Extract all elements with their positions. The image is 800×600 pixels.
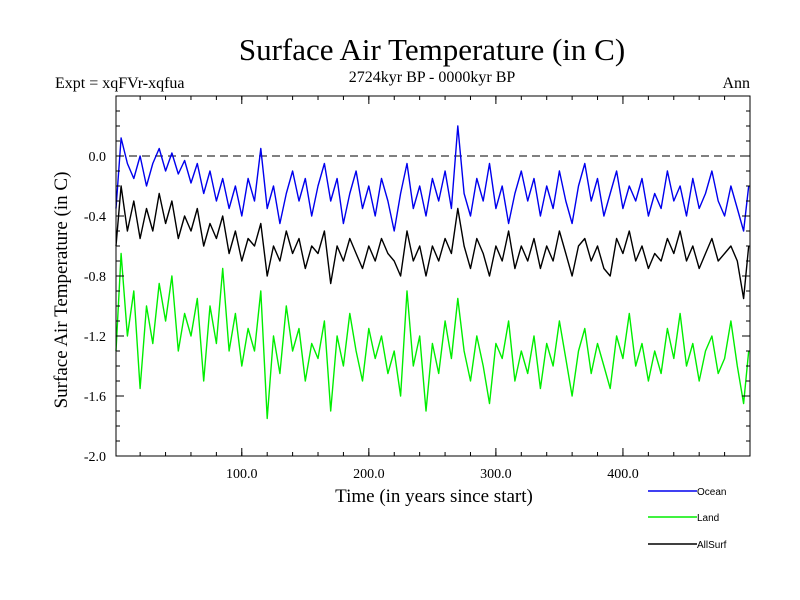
chart-title: Surface Air Temperature (in C) <box>239 32 625 67</box>
y-tick-label: -2.0 <box>84 450 106 465</box>
legend-label-land: Land <box>697 513 719 524</box>
legend-label-allsurf: AllSurf <box>697 540 727 551</box>
legend-label-ocean: Ocean <box>697 487 726 498</box>
legend: Ocean Land AllSurf <box>648 487 727 551</box>
chart-subtitle: 2724kyr BP - 0000kyr BP <box>349 69 516 86</box>
y-tick-label: -0.8 <box>84 270 106 285</box>
x-tick-label: 400.0 <box>607 467 639 482</box>
series-line-allsurf <box>115 185 750 300</box>
season-label: Ann <box>722 75 750 92</box>
y-tick-label: -0.4 <box>84 210 106 225</box>
x-axis-label: Time (in years since start) <box>335 486 533 507</box>
x-tick-label: 100.0 <box>226 467 258 482</box>
plot-frame <box>115 95 751 457</box>
y-tick-label: -1.6 <box>84 390 106 405</box>
y-axis: 0.0 -0.4 -0.8 -1.2 -1.6 -2.0 <box>84 95 750 465</box>
series-line-land <box>115 252 750 420</box>
series-line-ocean <box>115 125 750 232</box>
y-axis-label: Surface Air Temperature (in C) <box>51 172 72 409</box>
plot-area <box>115 95 751 457</box>
expt-label: Expt = xqFVr-xqfua <box>55 75 185 92</box>
x-tick-label: 200.0 <box>353 467 385 482</box>
x-tick-label: 300.0 <box>480 467 512 482</box>
x-axis: 100.0 200.0 300.0 400.0 <box>139 96 726 482</box>
y-tick-label: -1.2 <box>84 330 106 345</box>
y-tick-label: 0.0 <box>89 150 107 165</box>
